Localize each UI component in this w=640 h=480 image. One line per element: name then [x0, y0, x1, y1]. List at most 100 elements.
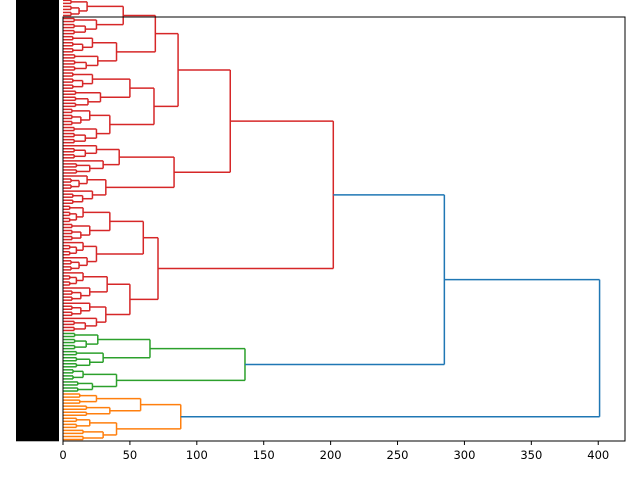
leaf-label [16, 86, 59, 90]
x-tick-label: 350 [520, 448, 542, 462]
leaf-label [16, 119, 59, 124]
leaf-label [16, 107, 59, 112]
leaf-label [16, 83, 59, 87]
leaf-label [16, 19, 59, 24]
leaf-label [16, 195, 59, 199]
leaf-label [16, 156, 59, 160]
axes-frame [62, 16, 626, 442]
leaf-label [16, 389, 59, 393]
leaf-label [16, 292, 59, 296]
x-tick-label: 400 [587, 448, 609, 462]
leaf-label [16, 80, 59, 84]
leaf-label [16, 110, 59, 115]
leaf-label [16, 89, 59, 93]
leaf-label [16, 122, 59, 127]
leaf-label [16, 352, 59, 357]
leaf-label [16, 216, 59, 221]
leaf-label [16, 31, 59, 36]
leaf-label [16, 189, 59, 193]
leaf-label [16, 295, 59, 299]
leaf-label [16, 43, 59, 48]
leaf-label [16, 210, 59, 215]
leaf-label [16, 325, 59, 330]
leaf-label [16, 101, 59, 106]
leaf-label [16, 262, 59, 266]
leaf-label [16, 301, 59, 305]
leaf-label [16, 65, 59, 69]
leaf-label [16, 243, 59, 248]
leaf-label [16, 28, 59, 33]
leaf-label [16, 225, 59, 230]
leaf-label [16, 74, 59, 78]
x-tick-label: 300 [453, 448, 475, 462]
leaf-label [16, 98, 59, 103]
leaf-label [16, 104, 59, 109]
leaf-label [16, 407, 59, 411]
leaf-label [16, 437, 59, 442]
leaf-label [16, 298, 59, 302]
dendrogram-links [63, 0, 601, 441]
leaf-label [16, 310, 59, 315]
leaf-label [16, 277, 59, 281]
leaf-label [16, 425, 59, 430]
leaf-label [16, 95, 59, 100]
leaf-label [16, 13, 59, 18]
leaf-label [16, 198, 59, 203]
leaf-label [16, 365, 59, 369]
leaf-label [16, 40, 59, 45]
x-axis: 0 50 100 150 200 250 300 350 400 [59, 441, 609, 462]
leaf-label [16, 319, 59, 324]
leaf-label [16, 131, 59, 136]
leaf-label [16, 271, 59, 275]
leaf-label [16, 171, 59, 175]
leaf-label [16, 413, 59, 418]
x-tick-label: 250 [387, 448, 409, 462]
leaf-label [16, 410, 59, 415]
leaf-label [16, 116, 59, 121]
leaf-label [16, 386, 59, 390]
leaf-label [16, 340, 59, 345]
plot-area [63, 17, 625, 441]
leaf-label [16, 162, 59, 166]
leaf-label [16, 92, 59, 97]
leaf-label [16, 392, 59, 396]
leaf-label [16, 377, 59, 381]
leaf-label [16, 374, 59, 378]
leaf-label [16, 125, 59, 130]
leaf-label [16, 174, 59, 178]
leaf-label [16, 4, 59, 9]
leaf-label [16, 186, 59, 190]
leaf-label-group [16, 0, 59, 442]
leaf-label [16, 219, 59, 224]
leaf-label [16, 395, 59, 399]
leaf-label [16, 404, 59, 408]
leaf-label [16, 77, 59, 81]
leaf-label [16, 322, 59, 327]
leaf-label [16, 50, 59, 54]
leaf-label [16, 383, 59, 387]
leaf-label [16, 153, 59, 157]
leaf-label [16, 159, 59, 163]
leaf-label [16, 68, 59, 72]
leaf-label [16, 249, 59, 254]
leaf-label [16, 201, 59, 206]
leaf-label [16, 222, 59, 227]
leaf-label [16, 213, 59, 218]
leaf-label [16, 140, 59, 145]
leaf-label [16, 56, 59, 60]
leaf-label [16, 328, 59, 333]
leaf-label [16, 419, 59, 424]
leaf-label [16, 289, 59, 293]
leaf-label [16, 234, 59, 239]
x-tick-label: 50 [123, 448, 138, 462]
leaf-label [16, 143, 59, 148]
leaf-label [16, 134, 59, 139]
leaf-label [16, 146, 59, 151]
leaf-label [16, 274, 59, 278]
leaf-label [16, 183, 59, 187]
leaf-label [16, 346, 59, 351]
leaf-label [16, 113, 59, 118]
leaf-label [16, 165, 59, 169]
leaf-label [16, 53, 59, 57]
leaf-label [16, 368, 59, 372]
